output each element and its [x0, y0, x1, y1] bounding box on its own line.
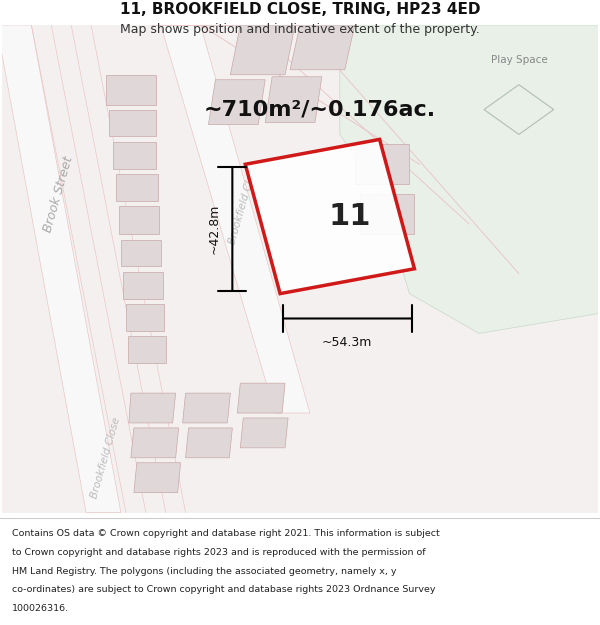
Polygon shape — [355, 144, 409, 184]
Polygon shape — [128, 336, 166, 363]
Polygon shape — [185, 428, 232, 458]
Polygon shape — [182, 393, 230, 423]
Polygon shape — [131, 428, 179, 458]
Polygon shape — [113, 142, 156, 169]
Polygon shape — [134, 462, 181, 492]
Text: 100026316.: 100026316. — [12, 604, 69, 612]
Text: Map shows position and indicative extent of the property.: Map shows position and indicative extent… — [120, 24, 480, 36]
Polygon shape — [230, 25, 295, 75]
Text: HM Land Registry. The polygons (including the associated geometry, namely x, y: HM Land Registry. The polygons (includin… — [12, 566, 397, 576]
Polygon shape — [241, 418, 288, 448]
Text: Brookfield Close: Brookfield Close — [227, 162, 260, 246]
Text: ~54.3m: ~54.3m — [322, 336, 373, 349]
Polygon shape — [161, 25, 310, 413]
Polygon shape — [106, 75, 156, 104]
Text: 11: 11 — [328, 202, 371, 231]
Polygon shape — [0, 25, 121, 512]
Polygon shape — [290, 25, 355, 70]
Text: co-ordinates) are subject to Crown copyright and database rights 2023 Ordnance S: co-ordinates) are subject to Crown copyr… — [12, 585, 436, 594]
Text: ~42.8m: ~42.8m — [208, 204, 220, 254]
Text: Brook Street: Brook Street — [41, 154, 76, 234]
Polygon shape — [208, 80, 265, 124]
Polygon shape — [123, 272, 163, 299]
Text: ~710m²/~0.176ac.: ~710m²/~0.176ac. — [204, 99, 436, 119]
Polygon shape — [119, 206, 159, 234]
Polygon shape — [265, 77, 322, 122]
Polygon shape — [109, 109, 156, 136]
Polygon shape — [340, 25, 598, 333]
Text: to Crown copyright and database rights 2023 and is reproduced with the permissio: to Crown copyright and database rights 2… — [12, 548, 425, 557]
Text: Play Space: Play Space — [491, 55, 547, 65]
Polygon shape — [129, 393, 176, 423]
Text: Contains OS data © Crown copyright and database right 2021. This information is : Contains OS data © Crown copyright and d… — [12, 529, 440, 538]
Polygon shape — [238, 383, 285, 413]
Polygon shape — [116, 174, 158, 201]
Polygon shape — [126, 304, 164, 331]
Text: Brookfield Close: Brookfield Close — [89, 416, 122, 499]
Text: 11, BROOKFIELD CLOSE, TRING, HP23 4ED: 11, BROOKFIELD CLOSE, TRING, HP23 4ED — [120, 2, 480, 17]
Polygon shape — [359, 194, 415, 234]
Polygon shape — [121, 240, 161, 266]
Polygon shape — [245, 139, 415, 294]
